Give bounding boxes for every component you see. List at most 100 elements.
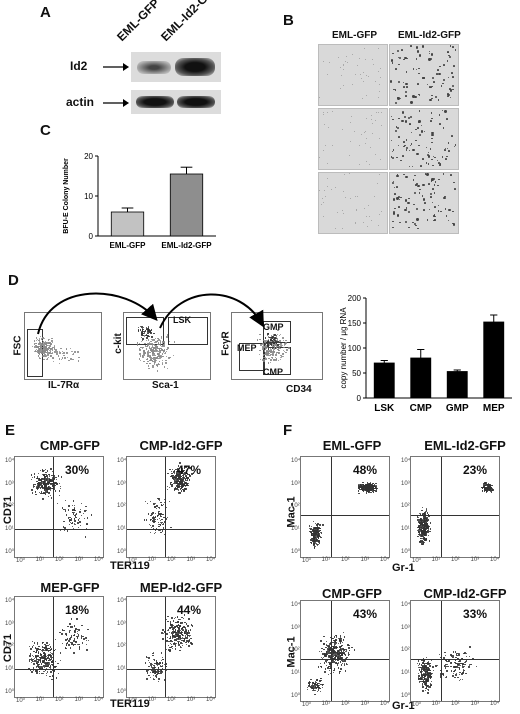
colony-dot xyxy=(345,61,347,63)
colony-dot xyxy=(330,188,332,190)
scatter-dot xyxy=(40,485,43,488)
scatter-dot xyxy=(174,638,177,641)
scatter-dot xyxy=(69,624,71,626)
scatter-dot xyxy=(166,636,168,638)
scatter-dot xyxy=(158,513,160,515)
scatter-dot xyxy=(74,509,76,512)
scatter-dot xyxy=(183,614,186,616)
scatter-dot xyxy=(70,519,72,522)
scatter-dot xyxy=(48,474,50,476)
scatter-dot xyxy=(86,639,88,641)
scatter-dot xyxy=(309,528,312,531)
scatter-dot xyxy=(190,624,193,626)
scatter-dot xyxy=(375,484,378,487)
scatter-dot xyxy=(153,362,156,364)
scatter-dot xyxy=(40,469,42,472)
scatter-dot xyxy=(150,329,153,331)
scatter-dot xyxy=(176,488,178,490)
scatter-dot xyxy=(43,654,46,657)
scatter-dot xyxy=(38,670,41,672)
scatter-dot xyxy=(318,542,321,544)
scatter-dot xyxy=(429,669,432,672)
scatter-dot xyxy=(322,656,324,658)
gating-arrows xyxy=(37,292,264,335)
scatter-dot xyxy=(374,487,377,489)
scatter-dot xyxy=(176,639,178,642)
scatter-dot xyxy=(150,343,152,345)
scatter-dot xyxy=(369,488,371,491)
scatter-dot xyxy=(279,340,281,342)
scatter-dot xyxy=(43,666,46,669)
scatter-dot xyxy=(41,343,44,346)
colony-dot xyxy=(401,111,405,114)
scatter-dot xyxy=(323,636,325,638)
scatter-dot xyxy=(185,485,187,487)
scatter-dot xyxy=(29,653,31,655)
colony-dot xyxy=(427,151,430,154)
scatter-dot xyxy=(159,342,162,344)
blot-band xyxy=(136,96,174,108)
scatter-dot xyxy=(152,528,155,530)
scatter-dot xyxy=(167,472,169,474)
quadrant-line-vertical xyxy=(441,601,442,701)
scatter-dot xyxy=(45,471,47,474)
scatter-dot xyxy=(155,360,158,362)
scatter-dot xyxy=(154,361,157,364)
scatter-dot xyxy=(157,680,160,682)
arrow-icon xyxy=(103,63,129,71)
scatter-dot xyxy=(44,480,46,482)
scatter-dot xyxy=(48,654,50,656)
scatter-dot xyxy=(75,513,78,515)
scatter-dot xyxy=(265,346,268,348)
scatter-dot xyxy=(263,346,265,348)
colony-dot xyxy=(447,93,449,95)
scatter-dot xyxy=(47,339,50,341)
scatter-dot xyxy=(56,483,58,485)
scatter-dot xyxy=(39,661,42,663)
scatter-dot xyxy=(69,638,71,640)
scatter-dot xyxy=(63,521,65,523)
scatter-dot xyxy=(173,470,176,472)
colony-dot xyxy=(356,209,358,211)
scatter-dot xyxy=(48,478,51,480)
colony-dot xyxy=(452,222,454,225)
colony-dot xyxy=(398,206,400,208)
scatter-dot xyxy=(166,488,169,491)
scatter-dot xyxy=(458,668,461,670)
scatter-dot xyxy=(46,352,48,354)
scatter-dot xyxy=(465,655,467,658)
scatter-dot xyxy=(277,329,279,332)
scatter-dot xyxy=(424,529,426,531)
scatter-dot xyxy=(139,342,141,345)
scatter-dot xyxy=(73,652,75,654)
scatter-dot xyxy=(43,479,45,481)
scatter-dot xyxy=(171,627,174,630)
scatter-dot xyxy=(49,649,52,651)
scatter-dot xyxy=(69,622,71,625)
scatter-dot xyxy=(71,643,73,646)
scatter-dot xyxy=(268,347,270,349)
scatter-dot xyxy=(40,346,43,348)
scatter-dot xyxy=(164,679,166,681)
scatter-dot xyxy=(147,353,149,355)
scatter-dot xyxy=(185,644,188,646)
scatter-dot xyxy=(151,512,153,514)
scatter-dot xyxy=(80,508,82,511)
scatter-dot xyxy=(46,666,48,668)
scatter-dot xyxy=(282,355,285,357)
scatter-dot xyxy=(150,357,152,359)
scatter-dot xyxy=(171,485,174,487)
scatter-dot xyxy=(41,646,44,648)
scatter-dot xyxy=(276,341,278,344)
scatter-dot xyxy=(343,664,346,666)
scatter-dot xyxy=(374,489,376,491)
colony-dot xyxy=(371,114,373,116)
scatter-dot xyxy=(154,506,156,508)
colony-dot xyxy=(429,98,432,102)
colony-dot xyxy=(438,178,440,181)
colony-dot xyxy=(328,127,330,129)
scatter-dot xyxy=(36,649,38,651)
blot-band xyxy=(177,96,215,108)
colony-dot xyxy=(434,95,438,99)
scatter-dot xyxy=(43,358,45,361)
